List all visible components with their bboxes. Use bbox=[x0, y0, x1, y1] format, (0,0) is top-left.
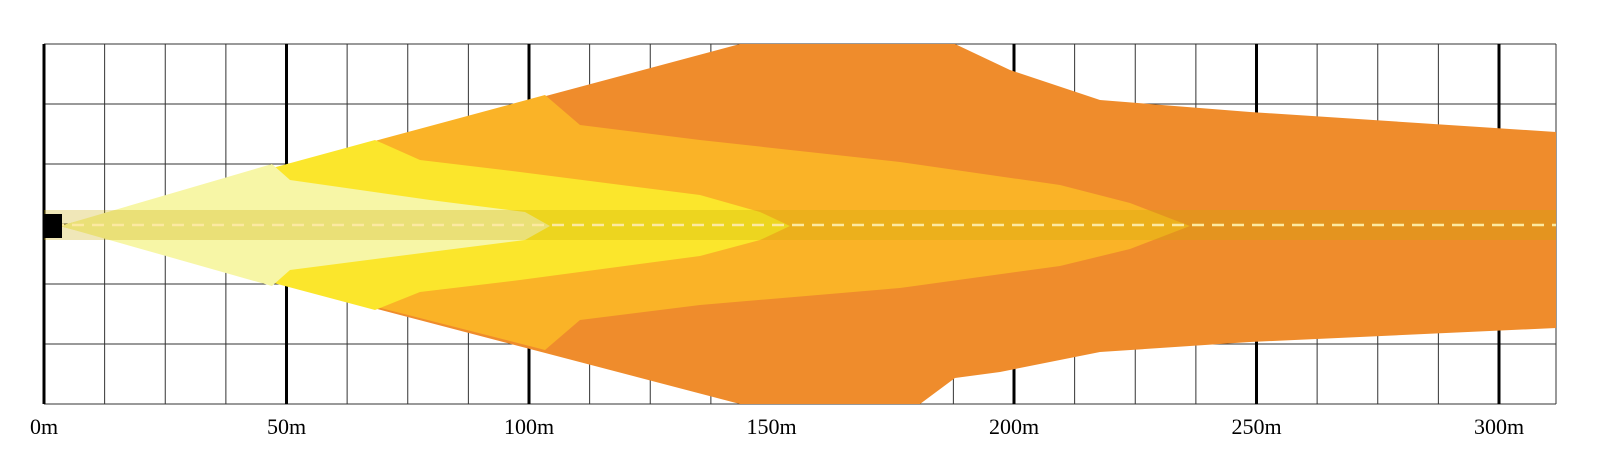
beam-zone-close bbox=[60, 164, 550, 286]
x-tick-label: 250m bbox=[1231, 414, 1281, 439]
x-tick-label: 200m bbox=[989, 414, 1039, 439]
x-tick-label: 150m bbox=[746, 414, 796, 439]
x-tick-label: 0m bbox=[30, 414, 58, 439]
x-axis-labels: 0m 50m 100m 150m 200m 250m 300m bbox=[30, 414, 1524, 439]
x-tick-label: 50m bbox=[267, 414, 306, 439]
x-tick-label: 300m bbox=[1474, 414, 1524, 439]
x-tick-label: 100m bbox=[504, 414, 554, 439]
lamp-marker bbox=[44, 214, 62, 238]
